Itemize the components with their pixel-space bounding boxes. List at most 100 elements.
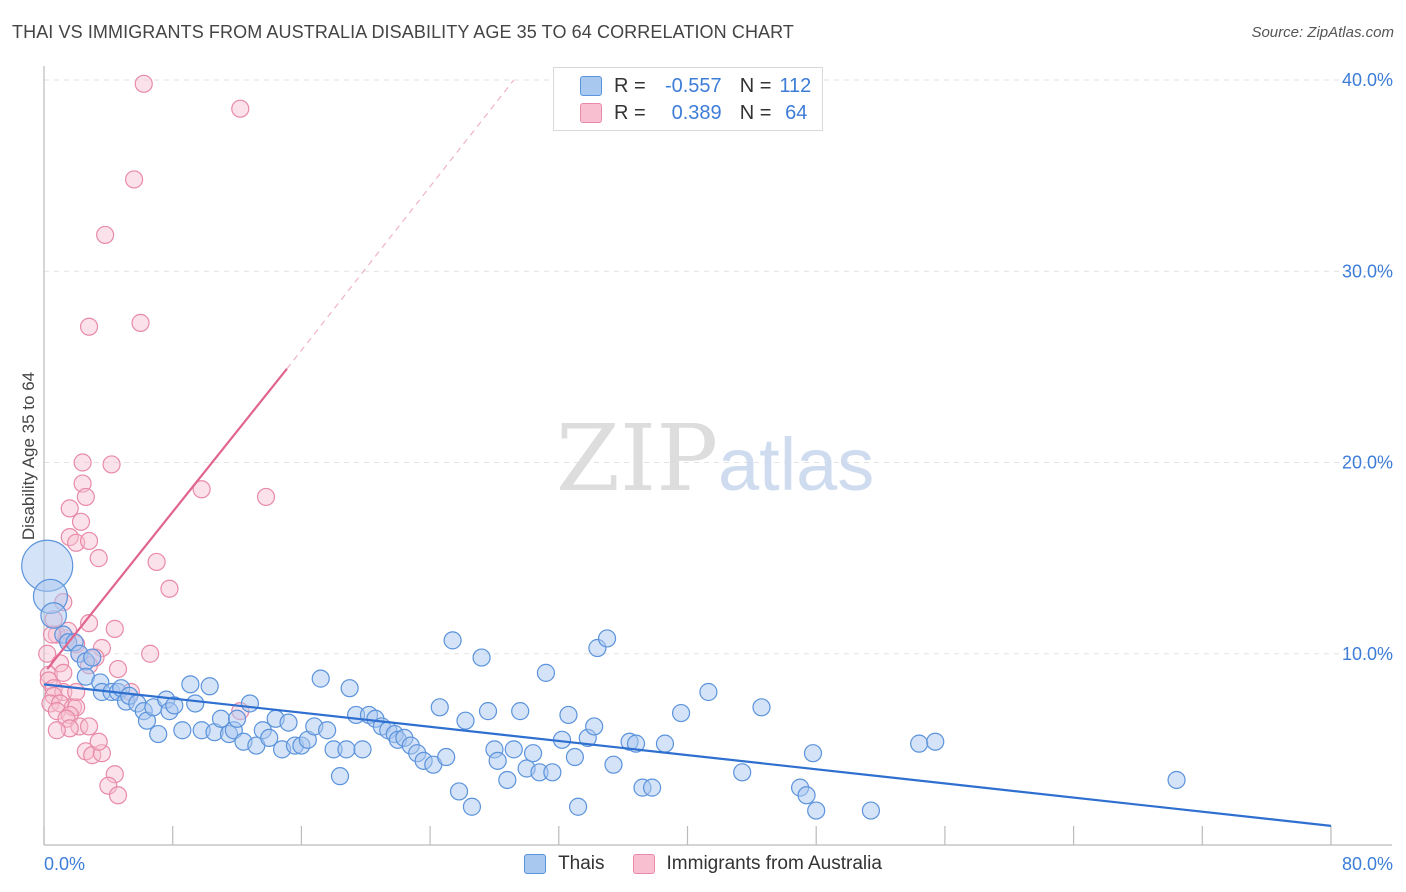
n-value: 64 bbox=[785, 101, 808, 124]
data-point-thais bbox=[260, 728, 279, 748]
data-point-thais bbox=[165, 696, 184, 715]
data-point-immigrants bbox=[71, 512, 91, 531]
data-point-thais bbox=[318, 721, 337, 740]
data-point-immigrants bbox=[89, 549, 108, 568]
series-thais bbox=[21, 539, 1186, 820]
data-point-thais bbox=[498, 770, 517, 790]
data-point-thais bbox=[569, 797, 588, 816]
thais-legend-swatch bbox=[524, 854, 547, 874]
tick-labels: 10.0% 20.0% 30.0% 40.0% 0.0% 80.0% bbox=[44, 70, 1393, 874]
data-point-thais bbox=[504, 740, 523, 759]
data-point-immigrants bbox=[108, 786, 128, 805]
data-point-immigrants bbox=[134, 74, 153, 93]
data-point-thais bbox=[200, 677, 219, 696]
y-tick-label: 30.0% bbox=[1342, 261, 1393, 281]
immigrants-swatch bbox=[580, 103, 602, 123]
data-point-immigrants bbox=[131, 313, 150, 332]
data-point-immigrants bbox=[79, 717, 99, 736]
data-point-immigrants bbox=[105, 619, 124, 638]
data-point-thais bbox=[456, 711, 475, 730]
data-point-thais bbox=[181, 675, 200, 694]
stats-row-thais: R = -0.557 N = 112 bbox=[580, 74, 812, 98]
y-tick-label: 10.0% bbox=[1342, 644, 1393, 664]
data-point-thais bbox=[449, 782, 469, 801]
data-point-thais bbox=[604, 755, 623, 774]
data-point-immigrants bbox=[76, 487, 95, 507]
data-point-thais bbox=[83, 648, 102, 667]
data-point-thais bbox=[733, 763, 752, 782]
data-point-immigrants bbox=[79, 531, 99, 551]
data-point-immigrants bbox=[54, 663, 73, 682]
data-point-thais bbox=[671, 703, 691, 723]
data-point-thais bbox=[478, 702, 498, 721]
data-point-thais bbox=[585, 717, 604, 736]
data-point-thais bbox=[240, 694, 260, 713]
data-point-immigrants bbox=[96, 225, 115, 245]
trend-line-immigrants bbox=[46, 368, 288, 670]
r-value: -0.557 bbox=[664, 74, 722, 97]
n-value: 112 bbox=[779, 74, 812, 97]
data-point-immigrants bbox=[92, 744, 112, 763]
chart-title: THAI VS IMMIGRANTS FROM AUSTRALIA DISABI… bbox=[12, 22, 795, 42]
data-point-thais bbox=[430, 698, 449, 717]
data-point-thais bbox=[699, 682, 718, 702]
grid-lines bbox=[44, 79, 1392, 655]
data-point-thais bbox=[353, 740, 372, 759]
data-point-immigrants bbox=[256, 487, 276, 507]
data-point-thais bbox=[910, 734, 929, 753]
data-point-immigrants bbox=[147, 552, 166, 572]
x-tick-label: 0.0% bbox=[44, 854, 85, 874]
data-point-immigrants bbox=[79, 614, 99, 633]
series-immigrants-from-australia bbox=[38, 74, 276, 805]
thais-swatch bbox=[580, 76, 602, 96]
data-point-immigrants bbox=[141, 644, 160, 663]
n-label: N = bbox=[739, 74, 772, 97]
data-point-immigrants bbox=[60, 499, 79, 518]
data-point-thais bbox=[149, 724, 168, 744]
source-label: Source: ZipAtlas.com bbox=[1251, 24, 1394, 41]
data-point-immigrants bbox=[89, 732, 108, 751]
legend-label-immigrants: Immigrants from Australia bbox=[666, 853, 882, 874]
data-point-thais bbox=[443, 631, 462, 650]
data-point-thais bbox=[511, 702, 530, 721]
stats-legend: R = -0.557 N = 112 R = 0.389 N = 64 bbox=[553, 67, 823, 131]
legend-item-thais[interactable]: Thais bbox=[524, 853, 605, 875]
watermark: ZIP atlas bbox=[556, 405, 874, 512]
data-point-thais bbox=[523, 744, 543, 763]
data-point-thais bbox=[536, 663, 556, 682]
r-value: 0.389 bbox=[671, 101, 722, 124]
trend-line-thais bbox=[43, 683, 1332, 827]
data-point-thais bbox=[655, 734, 675, 753]
data-point-thais bbox=[797, 786, 816, 805]
data-point-thais bbox=[227, 709, 247, 728]
data-point-thais bbox=[40, 602, 68, 629]
data-point-immigrants bbox=[79, 317, 99, 336]
data-point-thais bbox=[543, 763, 562, 782]
series-legend: Thais Immigrants from Australia bbox=[0, 851, 1406, 877]
data-point-thais bbox=[186, 694, 205, 713]
data-point-thais bbox=[279, 713, 298, 732]
r-label: R = bbox=[614, 101, 646, 124]
x-tick-label: 80.0% bbox=[1342, 854, 1393, 874]
data-point-immigrants bbox=[192, 480, 211, 499]
watermark-zip: ZIP bbox=[556, 405, 718, 512]
data-point-thais bbox=[807, 801, 826, 820]
trend-lines bbox=[43, 79, 1332, 827]
data-point-thais bbox=[173, 721, 192, 740]
data-point-thais bbox=[340, 679, 359, 698]
data-point-immigrants bbox=[160, 579, 179, 598]
data-point-thais bbox=[926, 732, 945, 751]
data-point-thais bbox=[803, 744, 823, 763]
data-point-immigrants bbox=[67, 682, 86, 702]
data-point-thais bbox=[462, 797, 482, 816]
data-point-thais bbox=[559, 705, 578, 725]
data-point-thais bbox=[861, 801, 880, 820]
data-point-immigrants bbox=[124, 170, 144, 189]
y-axis-label: Disability Age 35 to 64 bbox=[19, 372, 38, 540]
data-point-immigrants bbox=[73, 453, 92, 472]
watermark-atlas: atlas bbox=[718, 423, 874, 506]
legend-item-immigrants[interactable]: Immigrants from Australia bbox=[632, 853, 882, 875]
data-point-thais bbox=[311, 669, 330, 688]
data-point-thais bbox=[597, 629, 617, 648]
axes bbox=[43, 66, 1392, 846]
